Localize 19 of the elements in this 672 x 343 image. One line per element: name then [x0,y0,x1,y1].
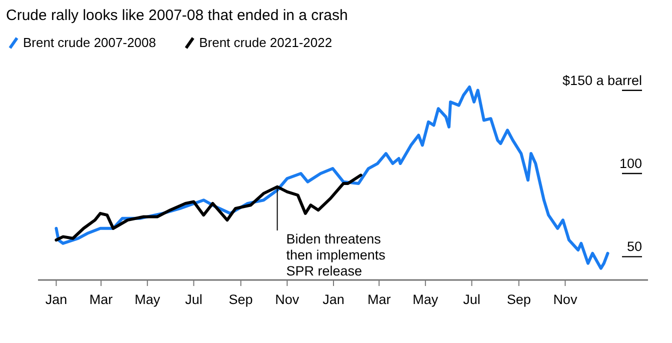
text: Crude rally looks like 2007-08 that ended in a crash [6,7,348,24]
x-tick-label: Jul [185,292,202,307]
legend-label: Brent crude 2021-2022 [199,35,332,50]
y-tick-label: 100 [619,156,642,172]
y-tick-label: 50 [626,239,642,254]
x-tick-label: Sep [228,292,253,307]
x-tick-label: Jan [322,292,344,307]
y-tick-label: $150 a barrel [562,72,642,88]
x-tick-label: May [412,292,438,307]
legend-label: Brent crude 2007-2008 [23,35,156,50]
x-tick-label: Mar [367,292,392,307]
x-tick-label: Jul [463,292,480,307]
x-tick-label: Mar [89,292,114,307]
x-tick-label: Nov [553,292,578,307]
x-tick-label: Sep [506,292,531,307]
x-tick-label: May [134,292,160,307]
x-tick-label: Nov [275,292,300,307]
x-tick-label: Jan [45,292,68,307]
annotation: Biden threatens then implements SPR release [286,231,386,278]
